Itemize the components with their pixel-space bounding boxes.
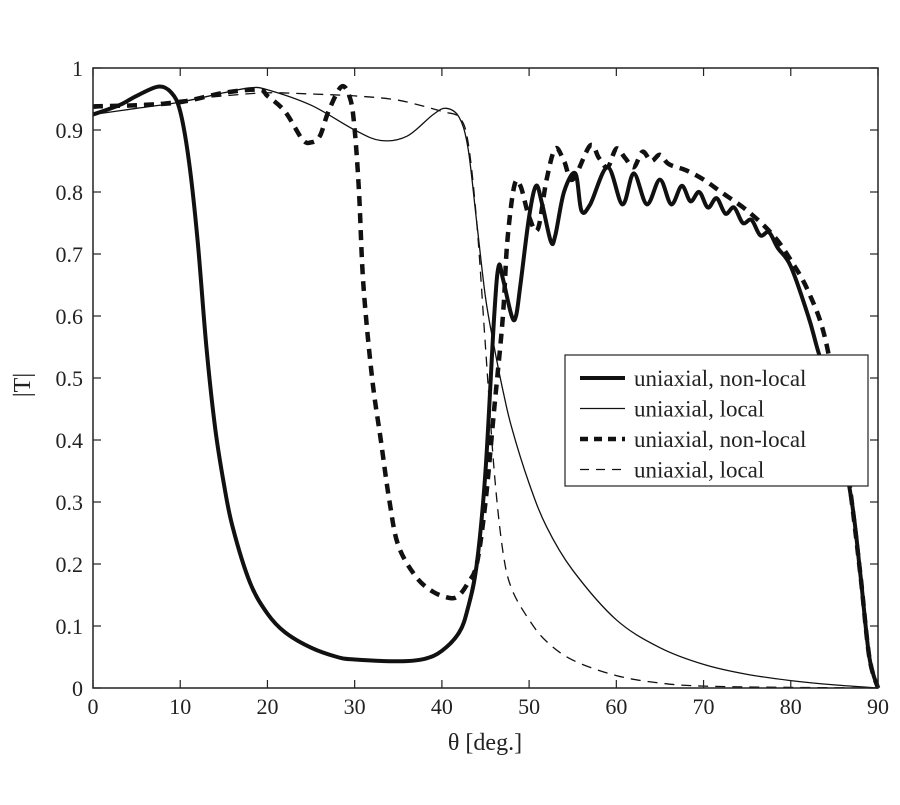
y-tick-label: 0.7 [56, 242, 84, 267]
x-tick-label: 50 [518, 694, 540, 719]
y-tick-label: 0.2 [56, 552, 84, 577]
x-axis-label: θ [deg.] [448, 730, 522, 756]
legend-label-4: uniaxial, local [634, 458, 764, 483]
x-tick-label: 0 [88, 694, 99, 719]
y-tick-label: 0.1 [56, 614, 84, 639]
y-tick-label: 0.9 [56, 118, 84, 143]
y-axis-label: |T| [10, 373, 36, 397]
series-line-1 [92, 84, 880, 689]
x-tick-label: 10 [169, 694, 191, 719]
ticks: 0 10 20 30 40 50 60 70 80 90 0 0.1 0.2 0.3 0.4 0.5 0.6 0.… [56, 56, 890, 719]
legend-label-3: uniaxial, non-local [634, 427, 806, 452]
legend-label-1: uniaxial, non-local [634, 366, 806, 391]
x-tick-label: 40 [431, 694, 453, 719]
series-line-3 [92, 84, 881, 689]
x-tick-label: 20 [256, 694, 278, 719]
series-line-4 [92, 92, 879, 689]
y-tick-label: 0.5 [56, 366, 84, 391]
x-tick-label: 80 [780, 694, 802, 719]
series-layer [92, 84, 881, 689]
x-tick-label: 70 [693, 694, 715, 719]
y-tick-label: 0.8 [56, 180, 84, 205]
x-tick-label: 30 [344, 694, 366, 719]
legend: uniaxial, non-local uniaxial, local uniaxi… [564, 354, 869, 487]
y-tick-label: 1 [72, 56, 83, 81]
x-tick-label: 60 [605, 694, 627, 719]
x-tick-label: 90 [867, 694, 889, 719]
y-tick-label: 0.6 [56, 304, 84, 329]
legend-label-2: uniaxial, local [634, 397, 764, 422]
y-tick-label: 0.3 [56, 490, 84, 515]
y-tick-label: 0 [72, 676, 83, 701]
y-tick-label: 0.4 [56, 428, 84, 453]
